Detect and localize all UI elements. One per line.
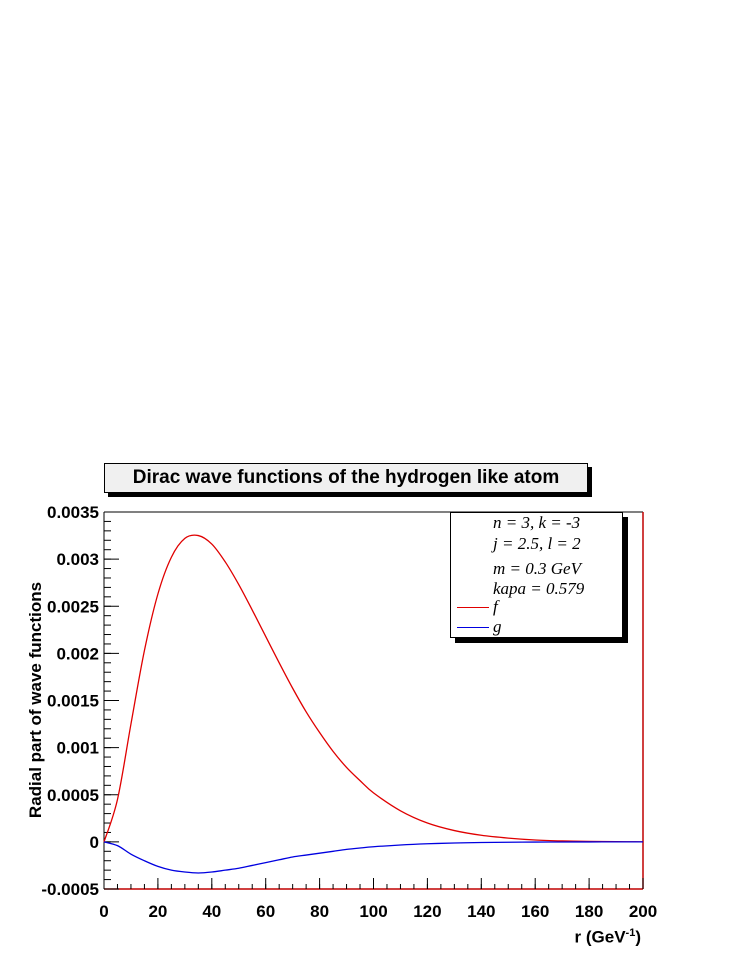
x-tick-label: 200 xyxy=(629,902,657,921)
legend-info-2: j = 2.5, l = 2 xyxy=(493,534,581,553)
x-tick-label: 100 xyxy=(359,902,387,921)
y-tick-label: 0 xyxy=(90,833,99,852)
legend-label-f: f xyxy=(493,597,498,616)
x-axis-label: r (GeV-1) xyxy=(575,927,641,948)
y-tick-label: -0.0005 xyxy=(41,880,99,899)
x-axis-label-tail: ) xyxy=(635,927,641,947)
legend-info-4: kapa = 0.579 xyxy=(493,579,585,598)
y-tick-label: 0.0015 xyxy=(47,692,99,711)
legend-swatch-f xyxy=(457,607,489,608)
series-f-line xyxy=(103,534,644,843)
legend-entry-f: f xyxy=(457,598,607,616)
series-layer xyxy=(103,534,644,874)
y-tick-label: 0.0005 xyxy=(47,786,99,805)
chart-title: Dirac wave functions of the hydrogen lik… xyxy=(104,463,588,493)
x-tick-label: 140 xyxy=(467,902,495,921)
legend-swatch-g xyxy=(457,627,489,628)
y-tick-label: 0.0025 xyxy=(47,597,99,616)
x-axis-label-sup: -1 xyxy=(625,927,636,939)
x-tick-label: 120 xyxy=(413,902,441,921)
y-tick-label: 0.001 xyxy=(56,739,99,758)
chart-title-text: Dirac wave functions of the hydrogen lik… xyxy=(132,467,560,488)
y-tick-label: 0.002 xyxy=(56,644,99,663)
legend-label-g: g xyxy=(493,617,502,636)
x-tick-label: 160 xyxy=(521,902,549,921)
y-axis-label: Radial part of wave functions xyxy=(26,581,45,819)
x-tick-label: 60 xyxy=(256,902,275,921)
x-tick-label: 0 xyxy=(99,902,108,921)
legend-info-1: n = 3, k = -3 xyxy=(493,513,581,532)
x-tick-label: 40 xyxy=(202,902,221,921)
legend-info-3: m = 0.3 GeV xyxy=(493,559,581,578)
x-axis-label-base: r (GeV xyxy=(574,927,626,947)
legend-entry-g: g xyxy=(457,618,607,636)
x-tick-label: 180 xyxy=(575,902,603,921)
x-tick-label: 80 xyxy=(310,902,329,921)
x-tick-label: 20 xyxy=(148,902,167,921)
y-tick-label: 0.003 xyxy=(56,550,99,569)
legend: n = 3, k = -3 j = 2.5, l = 2 m = 0.3 GeV… xyxy=(450,512,623,638)
axes-layer: 0 20 40 60 80 100 120 140 160 180 200-0.000500.000… xyxy=(41,503,657,921)
series-g-line xyxy=(103,841,644,874)
y-tick-label: 0.0035 xyxy=(47,503,99,522)
